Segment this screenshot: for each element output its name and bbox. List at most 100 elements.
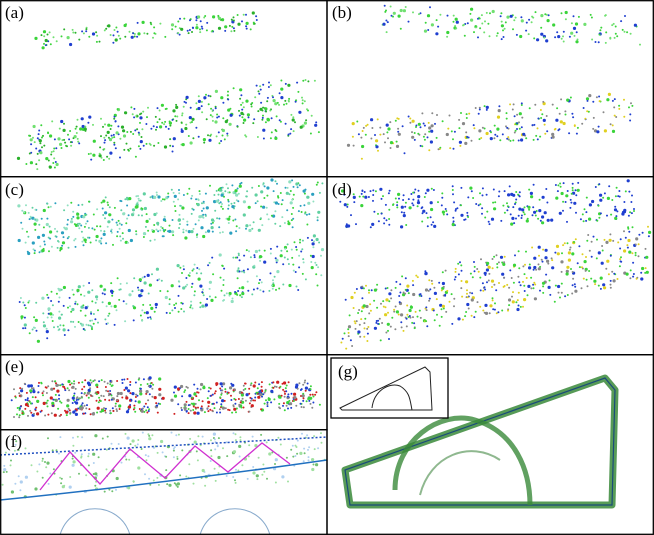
point (196, 234, 198, 236)
point (241, 20, 243, 22)
point (148, 478, 150, 480)
point (459, 141, 462, 144)
point (470, 19, 473, 22)
point (35, 148, 37, 150)
point (222, 447, 224, 449)
point (74, 393, 76, 395)
point (417, 201, 420, 204)
point (187, 30, 189, 32)
point (229, 25, 231, 27)
point (526, 219, 529, 222)
point (434, 319, 436, 321)
point (59, 400, 61, 402)
point (250, 28, 252, 30)
point (577, 262, 579, 264)
point (312, 255, 315, 258)
point (41, 297, 44, 300)
point (38, 385, 40, 387)
point (469, 13, 471, 15)
point (383, 222, 385, 224)
point (245, 228, 247, 230)
point (93, 323, 95, 325)
point (87, 291, 90, 294)
point (257, 288, 259, 290)
point (610, 280, 612, 282)
point (460, 112, 462, 114)
point (409, 118, 411, 120)
point (498, 282, 500, 284)
point (172, 234, 174, 236)
point (425, 192, 427, 194)
point (214, 392, 216, 394)
point (537, 138, 539, 140)
point (489, 304, 492, 307)
point (364, 191, 366, 193)
point (119, 138, 121, 140)
point (81, 30, 83, 32)
point (197, 198, 199, 200)
point (627, 247, 629, 249)
point (75, 301, 77, 303)
point (149, 218, 151, 220)
point (188, 32, 190, 34)
point (251, 404, 254, 407)
point (133, 108, 135, 110)
point (296, 286, 298, 288)
point (377, 320, 379, 322)
point (612, 100, 614, 102)
point (509, 103, 511, 105)
point (185, 476, 187, 478)
point (288, 180, 291, 183)
point (185, 102, 187, 104)
point (63, 209, 65, 211)
point (91, 289, 93, 291)
point (171, 28, 173, 30)
point (458, 119, 460, 121)
point (103, 148, 105, 150)
point (155, 303, 158, 306)
point (386, 31, 388, 33)
point (18, 416, 20, 418)
point (512, 139, 514, 141)
point (146, 412, 148, 414)
point (46, 218, 48, 220)
point (138, 134, 140, 136)
point (572, 116, 574, 118)
point (171, 284, 174, 287)
point (159, 23, 161, 25)
point (172, 145, 174, 147)
point (193, 483, 195, 485)
point (35, 396, 37, 398)
point (35, 407, 37, 409)
point (559, 113, 561, 115)
point (130, 443, 132, 445)
point (516, 122, 518, 124)
point (19, 301, 21, 303)
point (103, 137, 105, 139)
point (432, 221, 434, 223)
point (30, 412, 32, 414)
point (88, 464, 90, 466)
point (378, 220, 380, 222)
point (208, 390, 210, 392)
point (494, 201, 496, 203)
point (100, 118, 102, 120)
point (106, 468, 108, 470)
point (383, 306, 385, 308)
point (145, 409, 147, 411)
point (94, 379, 96, 381)
point (45, 466, 47, 468)
point (160, 200, 162, 202)
point (640, 277, 643, 280)
point (254, 382, 256, 384)
point (210, 455, 212, 457)
point (116, 235, 118, 237)
point (91, 382, 93, 384)
point (357, 312, 359, 314)
point (577, 182, 579, 184)
point (119, 38, 121, 40)
point (411, 131, 413, 133)
point (129, 400, 131, 402)
point (212, 273, 214, 275)
point (478, 271, 480, 273)
